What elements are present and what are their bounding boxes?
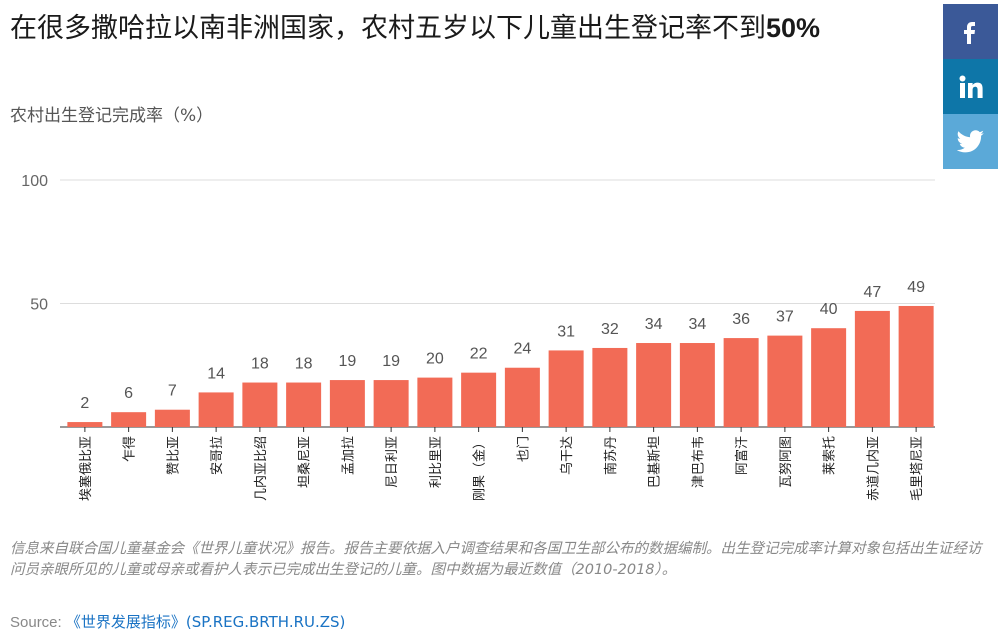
y-tick-label: 100 (21, 173, 48, 190)
bar (723, 338, 759, 427)
facebook-icon (963, 21, 975, 44)
bar (854, 310, 890, 427)
source-label: Source: (10, 614, 62, 631)
x-tick-label: 巴基斯坦 (648, 436, 663, 488)
x-tick-label: 瓦努阿图 (779, 436, 794, 488)
data-label: 31 (557, 323, 575, 340)
title-text: 在很多撒哈拉以南非洲国家，农村五岁以下儿童出生登记率不到 (10, 13, 766, 44)
bar (67, 422, 103, 427)
bar (679, 343, 715, 427)
data-label: 37 (776, 309, 794, 326)
x-tick-label: 尼日利亚 (385, 436, 400, 488)
facebook-share-button[interactable] (943, 4, 998, 59)
data-label: 32 (601, 321, 619, 338)
bar (111, 412, 147, 427)
y-tick-label: 50 (30, 297, 48, 314)
data-label: 19 (338, 353, 356, 370)
data-label: 18 (295, 356, 313, 373)
twitter-icon (956, 129, 984, 152)
bar (898, 305, 934, 427)
linkedin-share-button[interactable] (943, 59, 998, 114)
x-tick-label: 几内亚比绍 (253, 436, 269, 501)
x-tick-label: 南苏丹 (603, 436, 619, 475)
twitter-share-button[interactable] (943, 114, 998, 169)
x-tick-label: 坦桑尼亚 (298, 436, 313, 488)
linkedin-icon (959, 75, 983, 98)
bar (417, 377, 453, 427)
bar (461, 372, 497, 427)
data-label: 18 (251, 356, 269, 373)
bar (811, 328, 847, 427)
bar (767, 335, 803, 427)
source-line: Source: 《世界发展指标》(SP.REG.BRTH.RU.ZS) (10, 611, 345, 632)
data-label: 2 (80, 395, 89, 412)
data-label: 40 (820, 301, 838, 318)
x-tick-label: 埃塞俄比亚 (78, 436, 94, 501)
data-label: 47 (863, 284, 881, 301)
data-label: 34 (645, 316, 663, 333)
data-label: 19 (382, 353, 400, 370)
x-tick-label: 乌干达 (559, 436, 575, 475)
bar (548, 350, 584, 427)
bar (242, 382, 278, 427)
bar (198, 392, 234, 427)
x-tick-label: 赞比亚 (166, 436, 181, 475)
x-tick-label: 赤道几内亚 (865, 436, 881, 501)
x-tick-label: 乍得 (122, 436, 138, 462)
x-tick-label: 毛里塔尼亚 (910, 436, 925, 501)
bar (286, 382, 322, 427)
chart-subtitle: 农村出生登记完成率（%） (10, 106, 214, 126)
data-label: 14 (207, 365, 225, 382)
x-tick-label: 孟加拉 (341, 436, 356, 475)
x-tick-label: 也门 (516, 436, 531, 462)
bar (504, 367, 540, 427)
data-label: 22 (470, 346, 488, 363)
bar (592, 347, 628, 427)
source-link[interactable]: 《世界发展指标》(SP.REG.BRTH.RU.ZS) (65, 613, 346, 631)
bar (373, 380, 409, 427)
bar (636, 343, 672, 427)
data-label: 6 (124, 385, 133, 402)
chart-note: 信息来自联合国儿童基金会《世界儿童状况》报告。报告主要依据入户调查结果和各国卫生… (10, 541, 982, 578)
x-tick-label: 刚果（金） (472, 436, 488, 501)
share-bar (943, 4, 998, 169)
x-tick-label: 津巴布韦 (691, 436, 706, 488)
data-label: 36 (732, 311, 750, 328)
x-tick-label: 利比里亚 (429, 436, 444, 488)
x-tick-label: 安哥拉 (210, 436, 225, 475)
x-tick-label: 莱索托 (823, 436, 838, 475)
title-bold-value: 50% (766, 13, 821, 43)
x-tick-label: 阿富汗 (734, 436, 750, 475)
data-label: 34 (688, 316, 706, 333)
chart-title: 在很多撒哈拉以南非洲国家，农村五岁以下儿童出生登记率不到50% (10, 8, 925, 49)
data-label: 7 (168, 383, 177, 400)
data-label: 49 (907, 279, 925, 296)
data-label: 24 (513, 341, 531, 358)
bar-chart: 50 100 2 埃塞俄比亚 6 乍得 7 赞比亚 14 安哥拉 18 几内亚比绍 18 坦桑尼亚 19 孟加… (21, 173, 935, 501)
bar (154, 409, 190, 427)
data-label: 20 (426, 351, 444, 368)
bar (329, 380, 365, 427)
